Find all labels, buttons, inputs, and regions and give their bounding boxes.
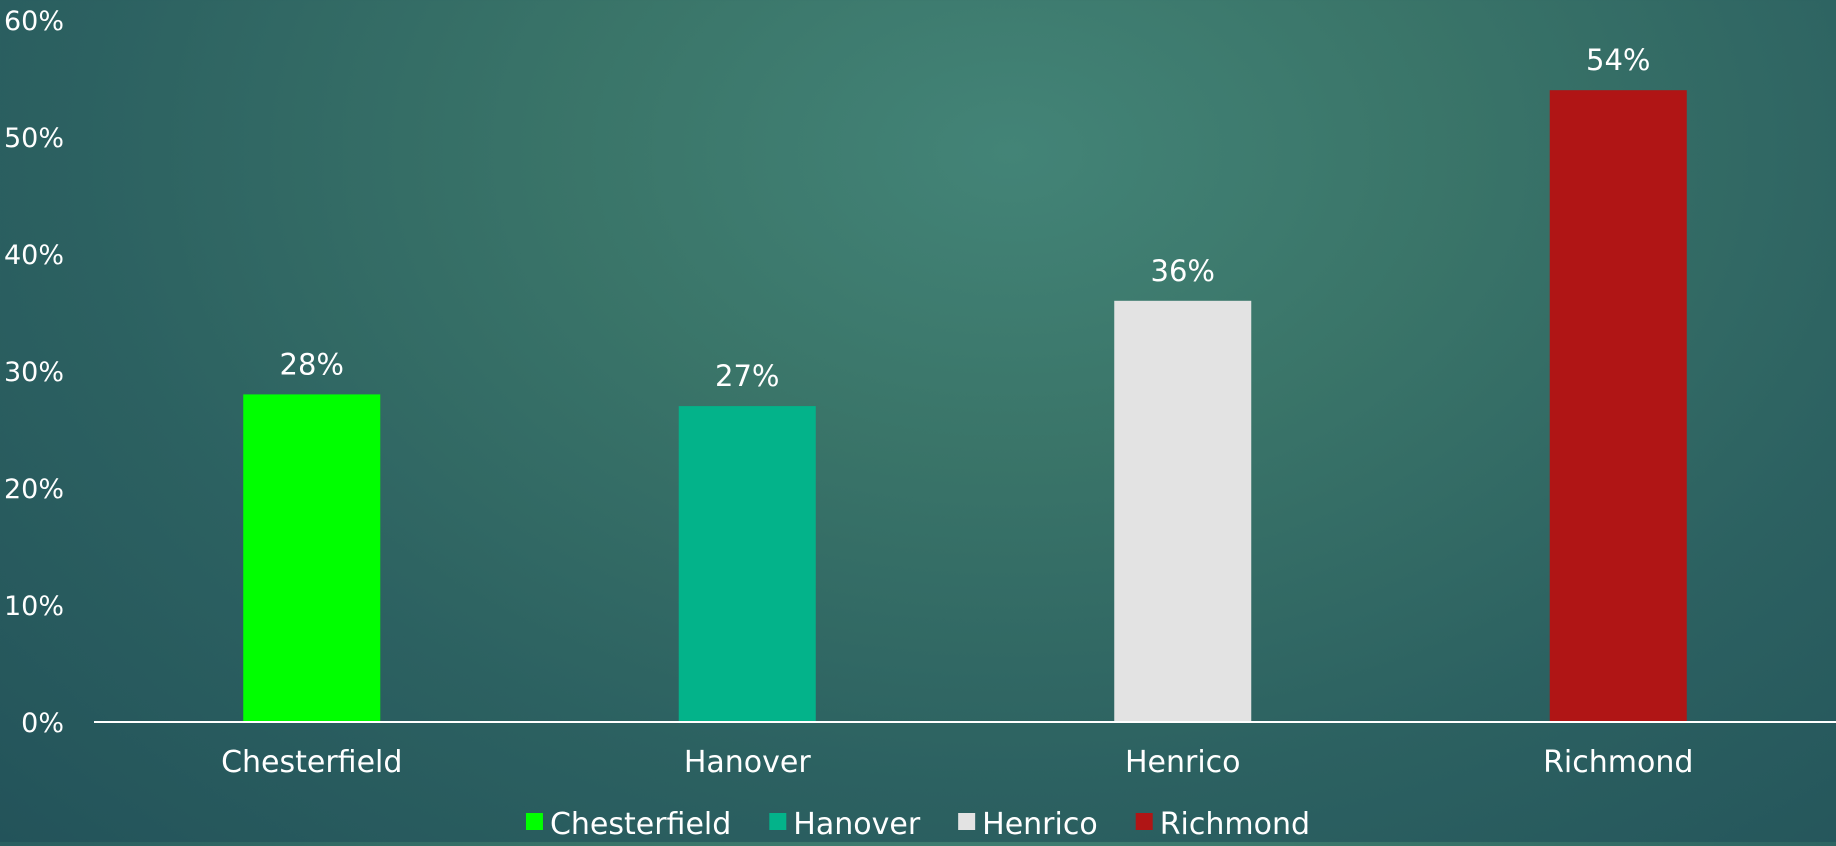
value-label: 28%	[280, 347, 344, 381]
x-tick-label: Richmond	[1543, 745, 1693, 780]
legend-label: Henrico	[982, 807, 1098, 842]
legend-swatch	[769, 813, 787, 830]
y-tick-label: 30%	[4, 357, 64, 388]
legend-label: Chesterfield	[550, 807, 731, 842]
y-tick-label: 50%	[4, 123, 64, 154]
value-label: 27%	[715, 359, 779, 393]
value-label: 54%	[1586, 43, 1650, 77]
y-axis: 0% 10% 20% 30% 40% 50% 60%	[4, 6, 64, 739]
bar-richmond	[1549, 90, 1687, 722]
legend-label: Hanover	[793, 807, 921, 842]
x-tick-label: Henrico	[1125, 745, 1241, 780]
legend-swatch	[958, 813, 976, 830]
legend-swatch	[1135, 813, 1153, 830]
y-tick-label: 40%	[4, 240, 64, 271]
legend-label: Richmond	[1160, 807, 1310, 842]
x-tick-label: Chesterfield	[221, 745, 402, 780]
legend-item-henrico: Henrico	[958, 807, 1098, 842]
y-tick-label: 0%	[21, 708, 64, 739]
x-tick-label: Hanover	[684, 745, 812, 780]
value-label: 36%	[1151, 254, 1215, 288]
legend: Chesterfield Hanover Henrico Richmond	[525, 807, 1310, 842]
y-tick-label: 10%	[4, 591, 64, 622]
x-axis: Chesterfield Hanover Henrico Richmond	[221, 745, 1693, 780]
bar-chesterfield	[243, 394, 381, 722]
y-tick-label: 60%	[4, 6, 64, 37]
bar-hanover	[678, 406, 816, 722]
legend-item-richmond: Richmond	[1135, 807, 1310, 842]
bar-henrico	[1114, 300, 1252, 722]
legend-item-hanover: Hanover	[769, 807, 921, 842]
y-tick-label: 20%	[4, 474, 64, 505]
bars	[243, 90, 1687, 722]
legend-item-chesterfield: Chesterfield	[525, 807, 731, 842]
legend-swatch	[525, 813, 543, 830]
value-labels: 28% 27% 36% 54%	[280, 43, 1651, 393]
